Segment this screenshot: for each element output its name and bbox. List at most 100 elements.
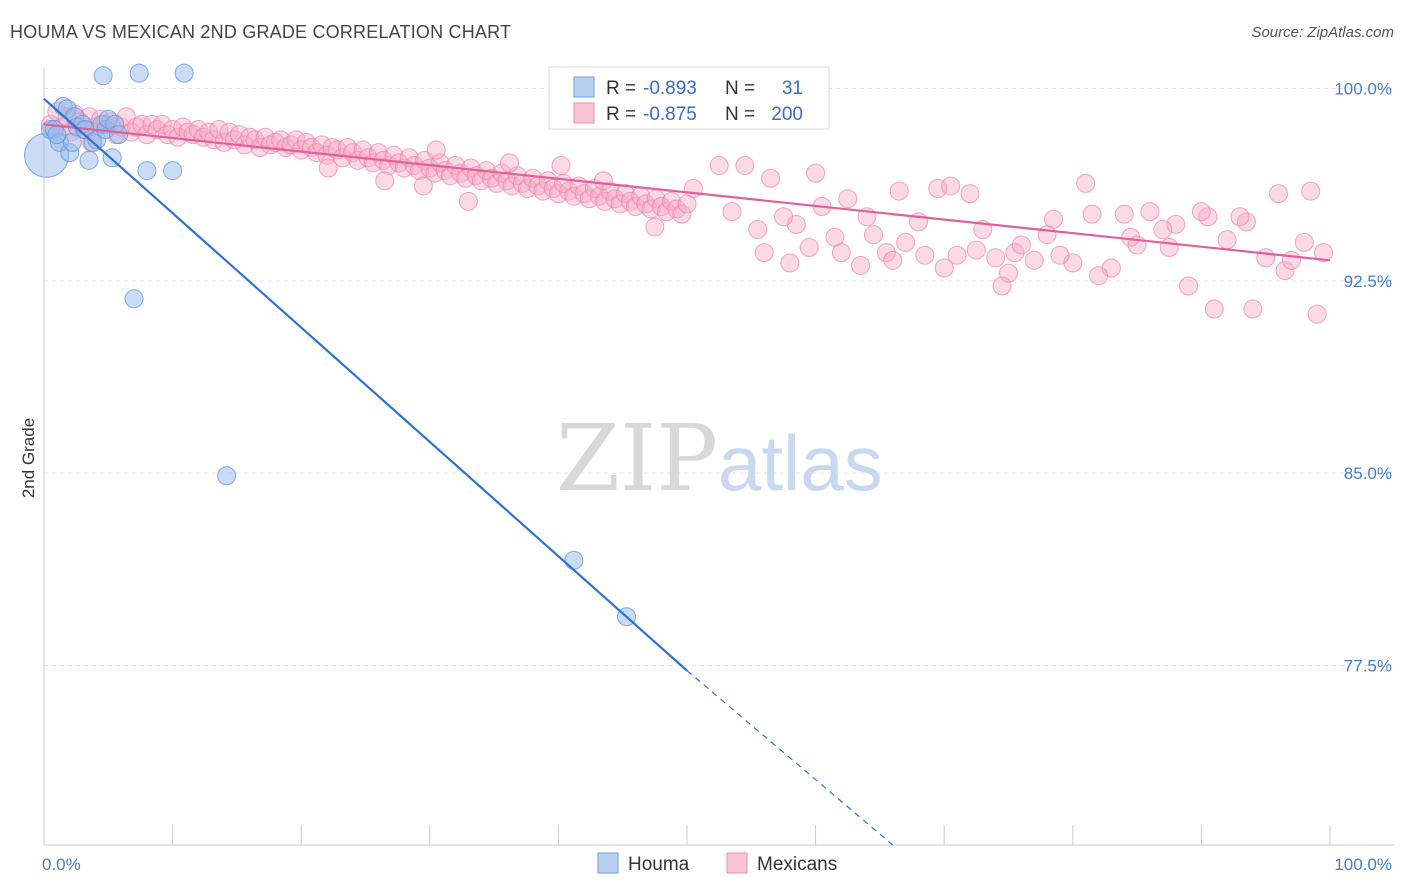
mexicans-point-188 [960,184,980,204]
mexicans-point-123 [667,199,687,219]
mexicans-point-99 [543,179,563,199]
houma-point-30 [47,125,67,145]
mexicans-point-143 [889,181,909,201]
mexicans-points [40,102,1334,324]
mexicans-point-150 [1024,250,1044,270]
mexicans-point-141 [838,189,858,209]
mexicans-bottom-label: Mexicans [757,854,837,875]
mexicans-point-19 [132,114,152,134]
mexicans-point-21 [142,114,162,134]
mexicans-point-23 [152,114,172,134]
mexicans-point-108 [590,186,610,206]
x-tick-labels: 0.0% 100.0% [42,855,1392,874]
mexicans-point-159 [1198,207,1218,227]
mexicans-n-value: 200 [771,104,803,125]
mexicans-point-163 [1275,261,1295,281]
mexicans-point-129 [413,176,433,196]
mexicans-point-176 [1011,235,1031,255]
mexicans-point-180 [1166,214,1186,234]
mexicans-point-27 [173,117,193,137]
mexicans-point-173 [896,232,916,252]
houma-point-28 [564,550,584,570]
watermark-zip: ZIP [556,405,718,512]
mexicans-point-75 [420,158,440,178]
mexicans-point-47 [276,137,296,157]
watermark: ZIP atlas [556,405,883,512]
mexicans-point-168 [773,207,793,227]
grid-lines [44,88,1394,666]
mexicans-point-114 [620,191,640,211]
houma-r-value: -0.893 [643,78,697,99]
houma-point-25 [174,63,194,83]
houma-bottom-swatch [597,852,619,874]
houma-trend-line [43,97,688,672]
mexicans-point-111 [605,189,625,209]
mexicans-point-196 [1269,184,1289,204]
mexicans-bottom-swatch [726,852,748,874]
mexicans-point-158 [1179,276,1199,296]
mexicans-point-148 [986,248,1006,268]
mexicans-point-191 [1076,173,1096,193]
mexicans-point-200 [831,243,851,263]
mexicans-point-102 [559,181,579,201]
mexicans-point-149 [1005,243,1025,263]
y-tick-labels: 100.0% 92.5% 85.0% 77.5% [1334,80,1392,676]
houma-point-23 [137,161,157,181]
mexicans-point-178 [1089,266,1109,286]
mexicans-point-203 [992,276,1012,296]
mexicans-point-182 [1243,299,1263,319]
mexicans-point-197 [1301,181,1321,201]
mexicans-point-126 [426,140,446,160]
houma-point-27 [217,466,237,486]
mexicans-trend-line [43,123,1331,262]
source-credit: Source: ZipAtlas.com [1251,24,1394,41]
mexicans-point-138 [761,168,781,188]
mexicans-point-162 [1256,248,1276,268]
mexicans-point-199 [780,253,800,273]
mexicans-point-56 [322,137,342,157]
mexicans-point-201 [883,250,903,270]
mexicans-point-146 [947,245,967,265]
mexicans-point-193 [1153,220,1173,240]
mexicans-point-87 [482,168,502,188]
mexicans-point-164 [1294,232,1314,252]
mexicans-point-198 [754,243,774,263]
mexicans-n-label: N = [725,104,755,125]
houma-n-value: 31 [782,78,803,99]
houma-trend-extension [686,670,894,846]
stats-legend-frame [548,66,830,130]
mexicans-point-132 [551,155,571,175]
houma-point-12 [79,150,99,170]
houma-point-22 [129,63,149,83]
houma-bottom-label: Houma [628,854,690,875]
mexicans-point-147 [966,240,986,260]
mexicans-r-value: -0.875 [643,104,697,125]
mexicans-point-157 [1159,238,1179,258]
mexicans-point-127 [318,158,338,178]
mexicans-legend-swatch [573,102,595,124]
mexicans-point-165 [1314,243,1334,263]
mexicans-point-160 [1217,230,1237,250]
mexicans-point-181 [1204,299,1224,319]
mexicans-point-187 [915,245,935,265]
axes [43,68,1394,846]
houma-point-24 [163,161,183,181]
y-tick-label-3: 77.5% [1344,656,1392,675]
houma-point-21 [109,125,129,145]
mexicans-point-131 [500,153,520,173]
mexicans-point-136 [709,155,729,175]
mexicans-point-133 [593,171,613,191]
mexicans-point-135 [683,179,703,199]
mexicans-point-117 [636,194,656,214]
x-tick-label-0: 0.0% [42,855,81,874]
mexicans-point-183 [1281,250,1301,270]
mexicans-point-184 [1307,304,1327,324]
watermark-atlas: atlas [718,419,883,507]
mexicans-point-202 [941,176,961,196]
houma-r-label: R = [606,78,636,99]
houma-legend-swatch [573,76,595,98]
y-tick-label-1: 92.5% [1344,272,1392,291]
stats-legend: R = -0.893 N = 31 R = -0.875 N = 200 [548,66,830,130]
mexicans-point-161 [1236,212,1256,232]
